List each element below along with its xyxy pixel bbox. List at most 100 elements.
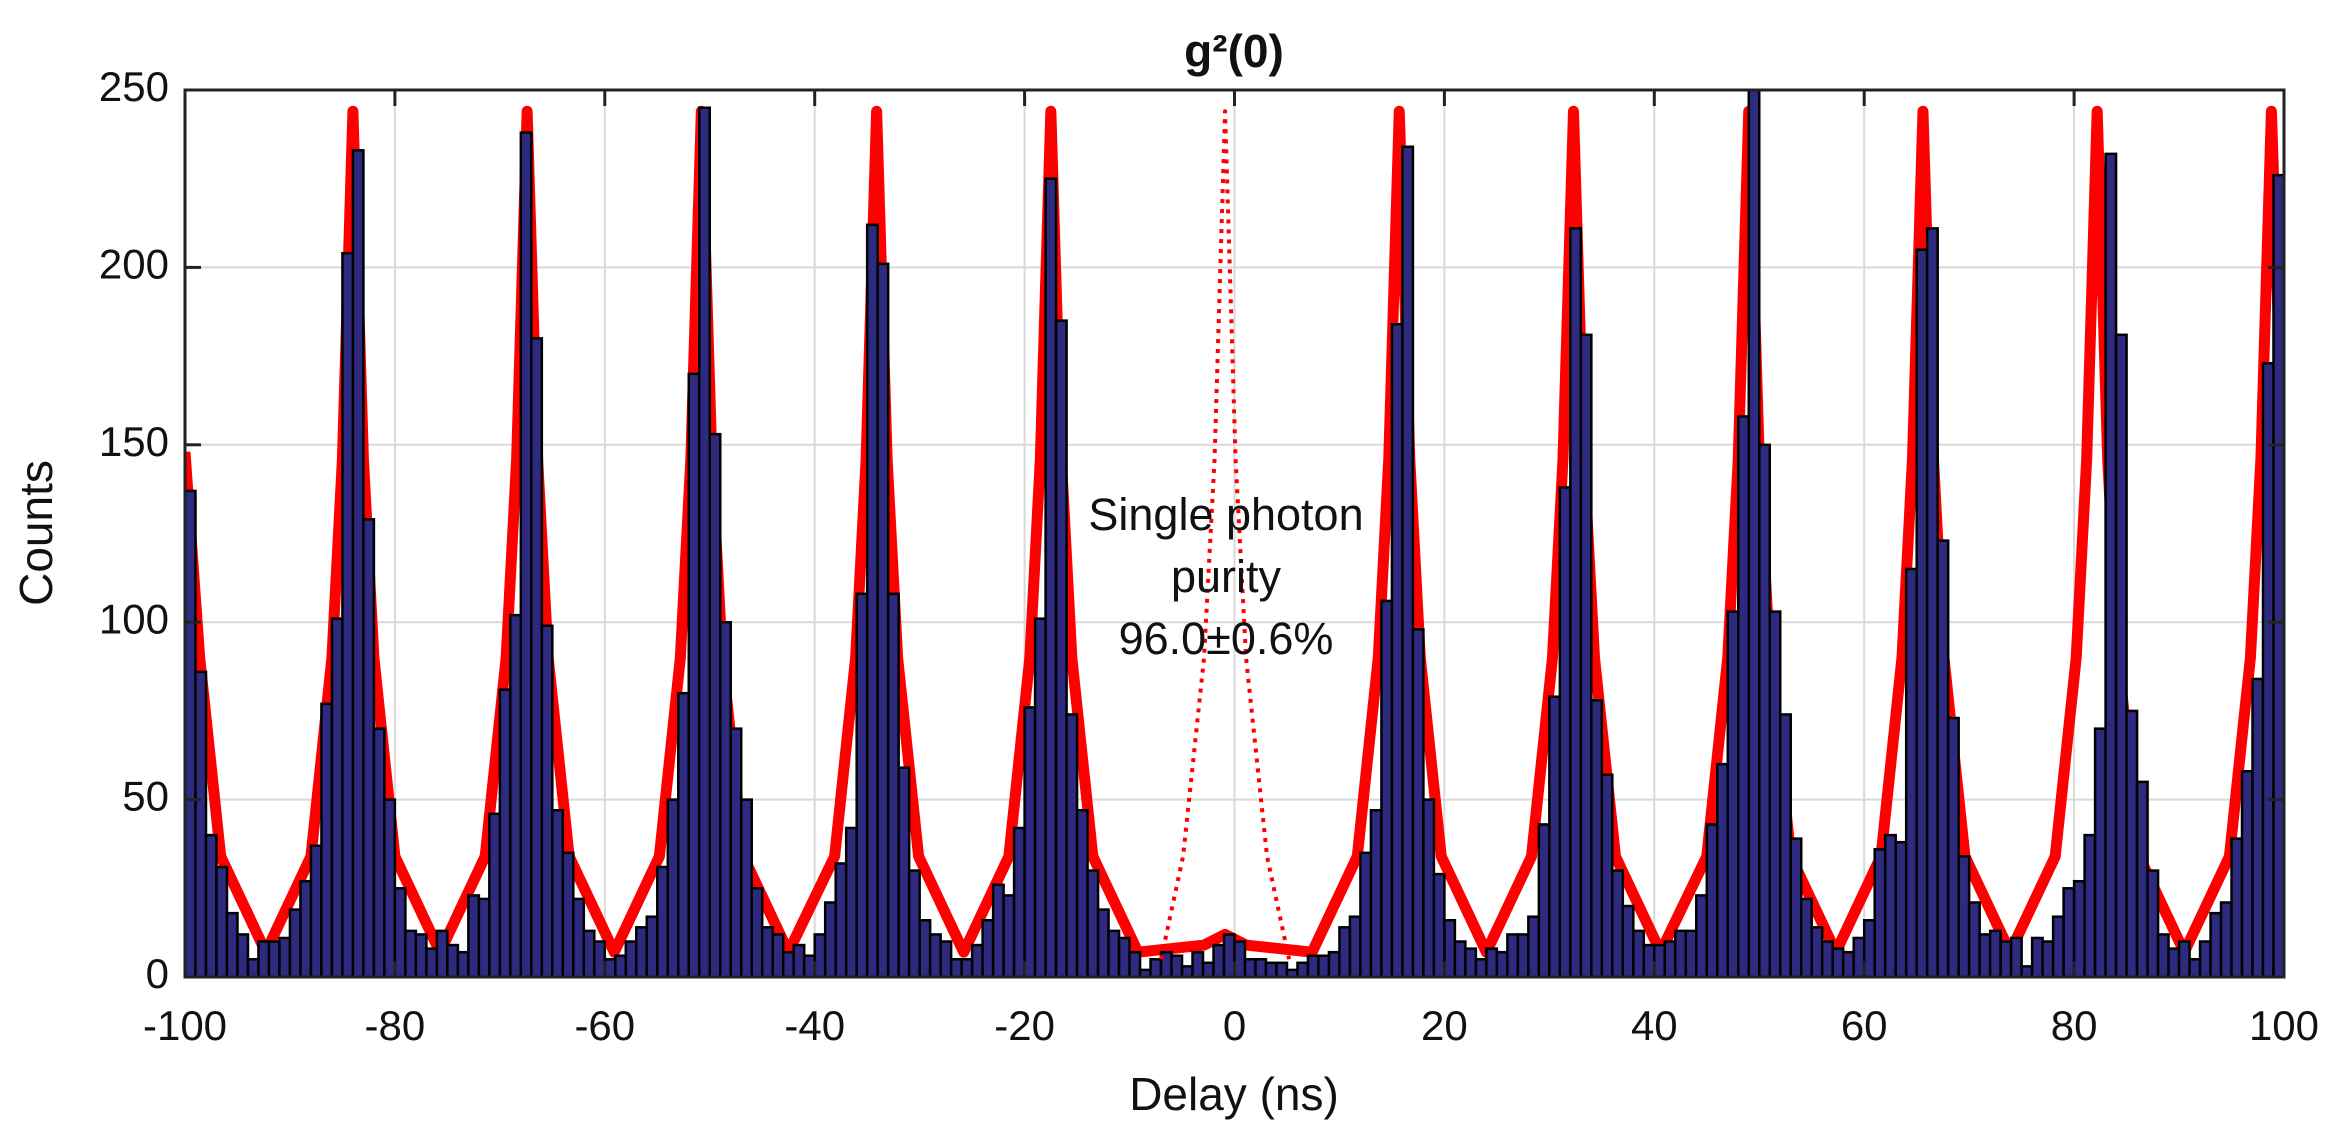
bar (2051, 915, 2065, 979)
bar (1002, 894, 1016, 979)
bar (456, 950, 470, 979)
bar (792, 943, 806, 979)
bar (1663, 940, 1677, 979)
bar (2125, 709, 2139, 979)
bar (1820, 940, 1834, 979)
bar (1516, 933, 1530, 979)
bar (1075, 808, 1089, 979)
bar (1936, 539, 1950, 979)
bar (1495, 950, 1509, 979)
bar (1569, 227, 1583, 979)
y-tick-label: 0 (146, 950, 169, 997)
bar (1600, 773, 1614, 979)
bar (540, 624, 554, 979)
bar (2188, 958, 2202, 979)
bar (1054, 319, 1068, 979)
bar (865, 223, 879, 979)
bar (1275, 961, 1289, 979)
bar (1978, 933, 1992, 979)
bar (435, 929, 449, 979)
bar (1632, 929, 1646, 979)
bar (372, 727, 386, 979)
x-tick-label: 20 (1421, 1002, 1468, 1049)
bar (2156, 933, 2170, 979)
bar (2261, 361, 2275, 979)
bar (351, 149, 365, 979)
bar (278, 936, 292, 979)
x-tick-label: 80 (2051, 1002, 2098, 1049)
bar (1359, 851, 1373, 979)
bar (1642, 943, 1656, 979)
bar (404, 929, 418, 979)
bar (802, 954, 816, 979)
bar (2083, 833, 2097, 979)
y-tick-label: 50 (122, 773, 169, 820)
bar (1485, 947, 1499, 979)
bar (1222, 933, 1236, 979)
bar (1422, 798, 1436, 979)
bar (907, 869, 921, 979)
bar (2093, 727, 2107, 979)
bar (309, 844, 323, 979)
bar (362, 518, 376, 979)
bar (981, 918, 995, 979)
y-tick-label: 150 (99, 418, 169, 465)
bar (1841, 950, 1855, 979)
bar (2240, 769, 2254, 979)
bar (330, 617, 344, 979)
bar (855, 592, 869, 979)
x-tick-label: -20 (994, 1002, 1055, 1049)
bar (446, 943, 460, 979)
bar (1831, 947, 1845, 979)
bar (1726, 610, 1740, 979)
bar (624, 940, 638, 979)
bar (1737, 415, 1751, 979)
bar (771, 933, 785, 979)
x-tick-label: 100 (2249, 1002, 2319, 1049)
bar (1453, 940, 1467, 979)
bar (1674, 929, 1688, 979)
bar (215, 865, 229, 979)
bar (2030, 936, 2044, 979)
bar (225, 911, 239, 979)
bar (781, 950, 795, 979)
bar (960, 958, 974, 979)
bar (2230, 837, 2244, 979)
bar (656, 865, 670, 979)
y-tick-label: 100 (99, 595, 169, 642)
bar (341, 251, 355, 979)
bar (2198, 940, 2212, 979)
bar (666, 798, 680, 979)
bar (1621, 904, 1635, 979)
bar (1264, 961, 1278, 979)
y-tick-label: 250 (99, 63, 169, 110)
chart-title: g²(0) (1184, 25, 1284, 77)
bar (1705, 823, 1719, 979)
bar (2072, 879, 2086, 979)
bar (1862, 918, 1876, 979)
bar (204, 833, 218, 979)
bar (1296, 961, 1310, 979)
bar (1149, 958, 1163, 979)
bar (645, 915, 659, 979)
bar (2104, 152, 2118, 979)
bar (1327, 950, 1341, 979)
bar (572, 897, 586, 979)
bar (1590, 699, 1604, 979)
bar (519, 131, 533, 979)
bar (1338, 926, 1352, 979)
bar (1904, 567, 1918, 979)
bar (2041, 940, 2055, 979)
bar (551, 808, 565, 979)
bar (530, 337, 544, 979)
bar (1527, 915, 1541, 979)
bar (1957, 855, 1971, 979)
bar (2209, 911, 2223, 979)
bar (698, 106, 712, 979)
bar (1464, 947, 1478, 979)
bar (1401, 145, 1415, 979)
bar (1894, 840, 1908, 979)
bar (2251, 677, 2265, 979)
annotation: purity (1171, 551, 1282, 602)
